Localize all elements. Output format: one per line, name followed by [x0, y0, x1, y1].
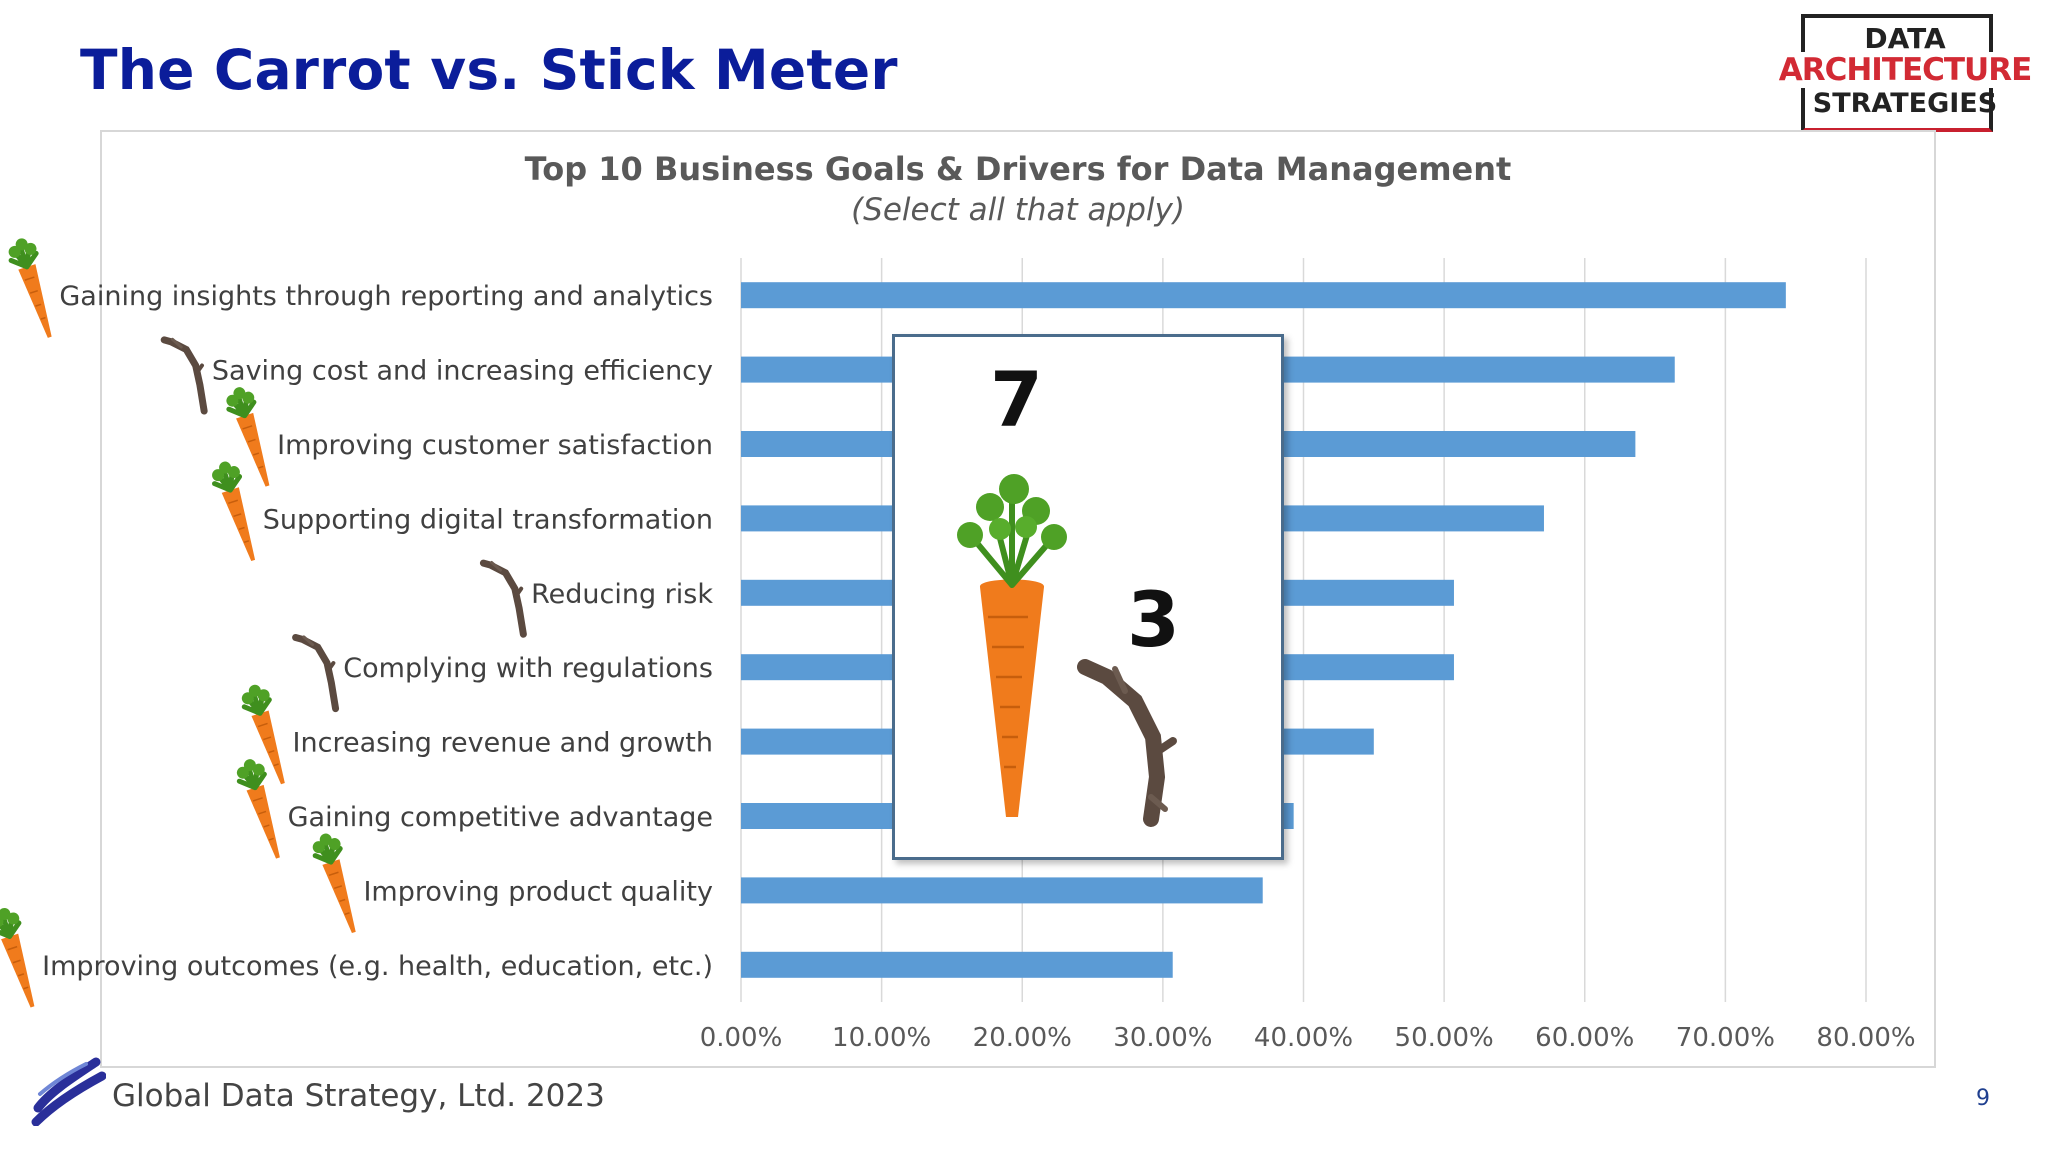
x-tick-label: 40.00%: [1254, 1023, 1353, 1053]
logo-line-2: ARCHITECTURE: [1765, 52, 2045, 88]
category-label: Improving product quality: [363, 876, 713, 907]
bar: [741, 877, 1263, 904]
stick-icon: [483, 554, 534, 639]
carrot-icon: [234, 755, 292, 862]
slide-title: The Carrot vs. Stick Meter: [80, 38, 898, 102]
bar: [741, 951, 1173, 978]
category-label: Complying with regulations: [343, 653, 713, 684]
carrot-icon: [310, 830, 368, 937]
stick-icon: [296, 629, 347, 714]
stick-count: 3: [1127, 575, 1180, 664]
carrot-icon: [6, 235, 64, 342]
category-label: Reducing risk: [531, 579, 713, 610]
logo-line-3: STRATEGIES: [1812, 88, 1998, 119]
carrot-icon: [209, 458, 267, 565]
x-tick-label: 80.00%: [1816, 1023, 1915, 1053]
wave-logo-icon: [31, 1057, 106, 1126]
category-label: Gaining competitive advantage: [288, 802, 713, 833]
footer-copyright: Global Data Strategy, Ltd. 2023: [112, 1078, 605, 1114]
company-logo: DATA ARCHITECTURE STRATEGIES: [1765, 14, 2045, 136]
chart-title: Top 10 Business Goals & Drivers for Data…: [524, 150, 1512, 188]
x-tick-labels: 0.00% 10.00% 20.00% 30.00% 40.00% 50.00% 60.00…: [700, 1023, 1916, 1053]
category-labels: Gaining insights through reporting and a…: [42, 281, 713, 982]
logo-line-1: DATA: [1864, 22, 1946, 55]
carrot-stick-meter-popup: 7 3: [892, 334, 1284, 860]
carrot-count: 7: [990, 355, 1043, 444]
chart-subtitle: (Select all that apply): [851, 192, 1185, 228]
x-tick-label: 50.00%: [1395, 1023, 1494, 1053]
x-tick-label: 10.00%: [832, 1023, 931, 1053]
category-label: Improving customer satisfaction: [277, 430, 713, 461]
category-label: Increasing revenue and growth: [293, 728, 713, 759]
category-label: Supporting digital transformation: [263, 504, 713, 535]
bar: [741, 282, 1786, 309]
carrot-icon: [0, 904, 47, 1011]
carrot-icon: [957, 474, 1067, 817]
category-label: Improving outcomes (e.g. health, educati…: [42, 951, 713, 982]
x-tick-label: 60.00%: [1535, 1023, 1634, 1053]
x-tick-label: 30.00%: [1113, 1023, 1212, 1053]
stick-icon: [1077, 659, 1177, 827]
category-label: Saving cost and increasing efficiency: [212, 356, 713, 387]
category-label: Gaining insights through reporting and a…: [59, 281, 713, 312]
x-tick-label: 20.00%: [973, 1023, 1072, 1053]
page-number: 9: [1976, 1086, 1990, 1111]
x-tick-label: 70.00%: [1676, 1023, 1775, 1053]
x-tick-label: 0.00%: [700, 1023, 783, 1053]
stick-icon: [164, 331, 215, 416]
